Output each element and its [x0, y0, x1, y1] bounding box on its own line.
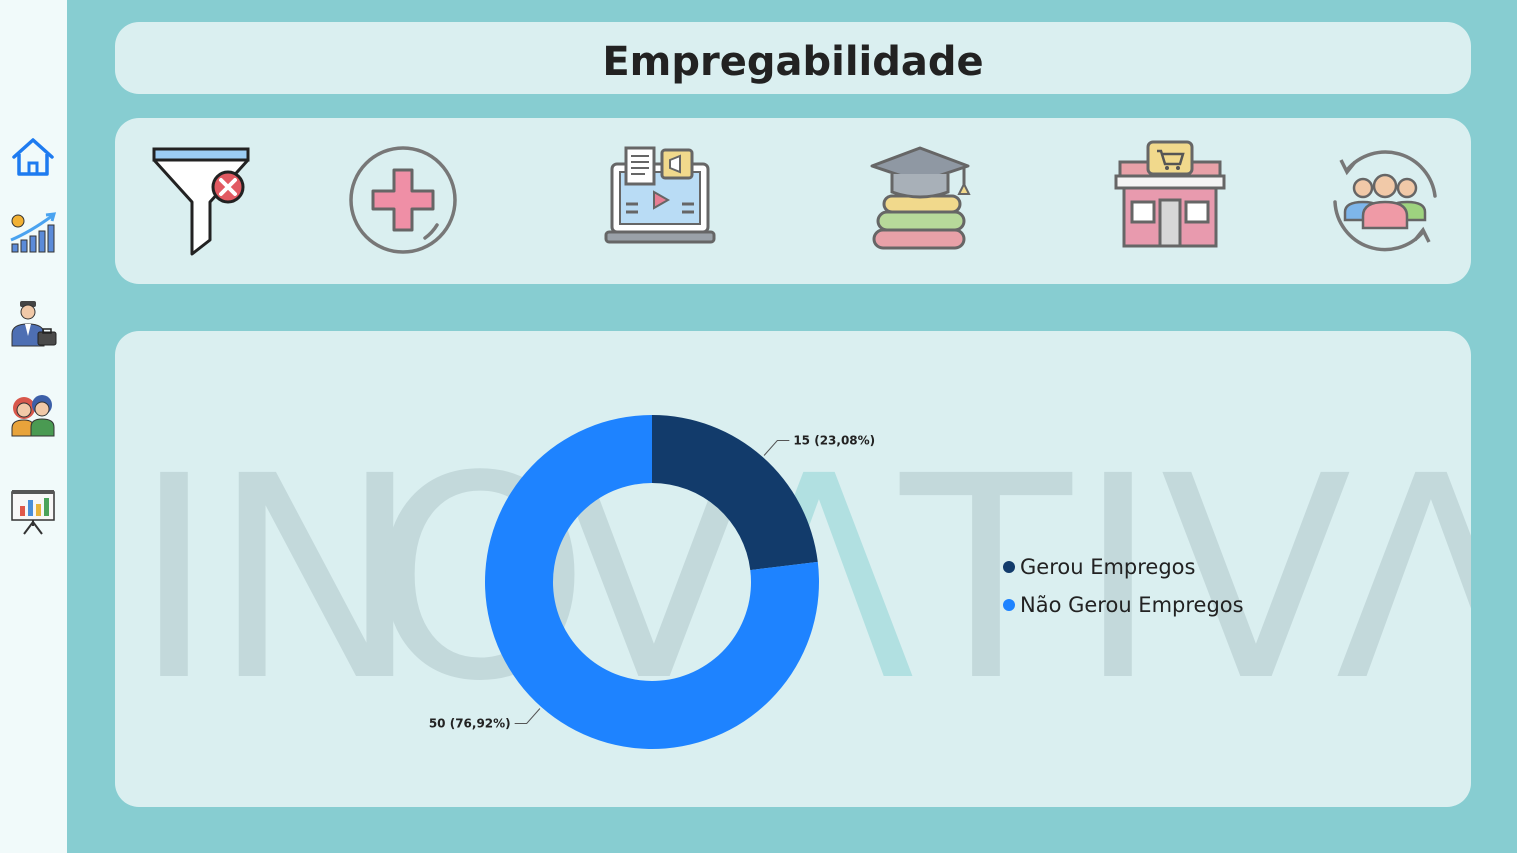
watermark-letter: Λ: [1335, 417, 1471, 743]
watermark-letter: N: [211, 417, 420, 743]
health-plus-icon[interactable]: [343, 140, 463, 260]
home-icon[interactable]: [8, 133, 58, 183]
online-course-laptop-icon[interactable]: [600, 140, 720, 260]
graduation-books-icon[interactable]: [860, 140, 980, 260]
legend-marker: [1003, 599, 1015, 611]
young-people-icon[interactable]: [8, 390, 58, 440]
growth-chart-icon[interactable]: [8, 208, 58, 258]
watermark-letter: I: [133, 417, 216, 743]
donut-slice-0[interactable]: [652, 415, 818, 571]
toolbar-panel: [115, 118, 1471, 284]
presentation-board-icon[interactable]: [8, 486, 58, 536]
watermark-letter: I: [1077, 417, 1160, 743]
data-label-leader: [763, 440, 790, 456]
legend-marker: [1003, 561, 1015, 573]
legend-label: Gerou Empregos: [1020, 555, 1196, 579]
data-label-leader: [514, 708, 541, 724]
legend-item-nao-gerou[interactable]: Não Gerou Empregos: [1003, 586, 1244, 624]
title-panel: Empregabilidade: [115, 22, 1471, 94]
people-cycle-icon[interactable]: [1325, 140, 1445, 260]
watermark-letter: T: [896, 417, 1075, 743]
data-label: 50 (76,92%): [429, 716, 511, 730]
clear-filter-icon[interactable]: [144, 140, 264, 260]
watermark-letter: V: [1160, 417, 1353, 743]
data-label: 15 (23,08%): [793, 434, 875, 448]
legend-label: Não Gerou Empregos: [1020, 593, 1244, 617]
page-title: Empregabilidade: [602, 39, 984, 85]
donut-chart: 15 (23,08%) 50 (76,92%): [429, 415, 875, 749]
chart-legend: Gerou Empregos Não Gerou Empregos: [1003, 548, 1244, 624]
legend-item-gerou[interactable]: Gerou Empregos: [1003, 548, 1244, 586]
donut-slice-1[interactable]: [485, 415, 820, 749]
businessman-icon[interactable]: [8, 298, 58, 348]
sidebar: [0, 0, 67, 853]
store-icon[interactable]: [1110, 140, 1230, 260]
